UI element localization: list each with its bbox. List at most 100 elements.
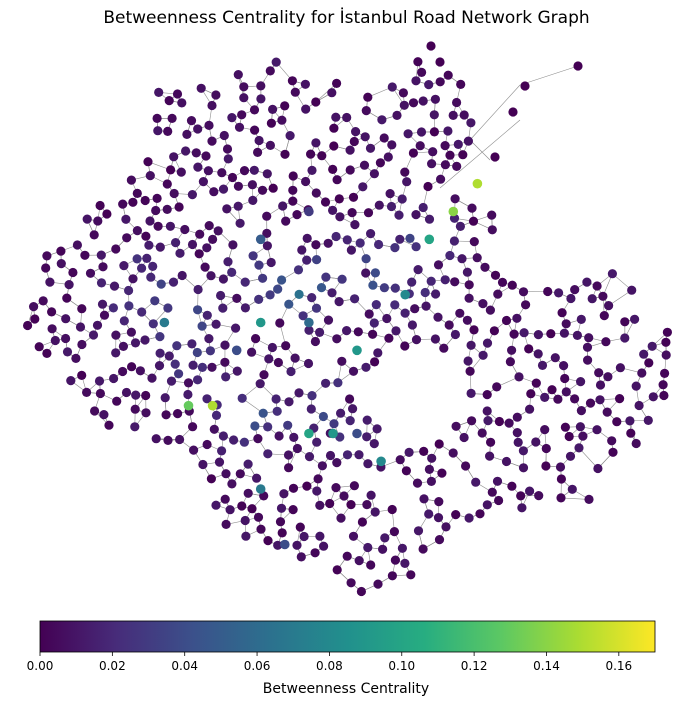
network-node xyxy=(237,501,247,511)
network-node xyxy=(424,464,434,474)
road-edge xyxy=(439,119,521,189)
network-node xyxy=(104,420,114,430)
network-node xyxy=(543,286,553,297)
network-node xyxy=(342,235,352,245)
network-node xyxy=(227,113,237,123)
network-node xyxy=(428,147,438,157)
network-node xyxy=(337,356,347,366)
network-node xyxy=(193,124,203,134)
network-node xyxy=(576,406,587,416)
network-node xyxy=(345,145,355,155)
network-node xyxy=(163,126,173,136)
network-node xyxy=(315,500,325,510)
network-node xyxy=(354,450,364,460)
network-node xyxy=(424,80,434,90)
network-node xyxy=(497,277,508,287)
network-node xyxy=(608,447,618,457)
network-node xyxy=(318,411,328,422)
network-node xyxy=(143,157,153,167)
network-node xyxy=(570,285,580,295)
network-node xyxy=(358,182,368,192)
network-node xyxy=(504,418,514,428)
network-node xyxy=(150,296,160,306)
network-node xyxy=(225,505,235,515)
network-node xyxy=(634,400,644,411)
network-node xyxy=(292,210,302,220)
network-node xyxy=(135,366,145,376)
network-node xyxy=(126,327,136,337)
network-node xyxy=(599,311,609,321)
network-node xyxy=(413,526,424,536)
network-node xyxy=(451,421,461,431)
network-node xyxy=(485,451,495,461)
network-node xyxy=(169,188,179,199)
network-node xyxy=(267,342,277,353)
network-node xyxy=(227,172,238,183)
network-node xyxy=(174,202,184,212)
colorbar-tick-label: 0.08 xyxy=(316,659,343,673)
network-node xyxy=(411,210,421,220)
network-node xyxy=(121,214,131,224)
colorbar-tick-label: 0.00 xyxy=(27,659,54,673)
network-node xyxy=(96,278,107,288)
network-node xyxy=(501,456,512,467)
network-node xyxy=(239,93,249,103)
network-node xyxy=(47,324,57,334)
network-node xyxy=(170,359,180,369)
network-node xyxy=(482,500,492,510)
network-node xyxy=(531,378,541,388)
network-node xyxy=(486,437,496,447)
network-node xyxy=(475,509,485,519)
network-node xyxy=(98,262,108,272)
network-node xyxy=(379,283,389,293)
network-node xyxy=(592,281,602,291)
network-node xyxy=(294,289,304,299)
network-node xyxy=(193,305,203,315)
network-node xyxy=(287,76,297,86)
network-node xyxy=(439,343,449,353)
network-node xyxy=(353,327,363,337)
network-node xyxy=(235,469,245,479)
network-node xyxy=(97,299,108,309)
network-node xyxy=(331,231,341,242)
network-node xyxy=(648,392,658,402)
network-node xyxy=(434,439,444,449)
network-node xyxy=(156,279,166,289)
network-node xyxy=(153,126,163,136)
network-node xyxy=(320,197,331,207)
network-node xyxy=(342,112,352,123)
network-node xyxy=(218,431,228,441)
network-node xyxy=(553,394,563,404)
network-node xyxy=(311,303,322,313)
network-node xyxy=(359,160,370,170)
network-node xyxy=(144,240,154,250)
network-node xyxy=(141,408,151,418)
network-node xyxy=(379,133,389,143)
network-node xyxy=(317,151,327,161)
network-node xyxy=(659,390,669,401)
network-node xyxy=(612,417,622,427)
network-node xyxy=(82,387,92,397)
network-node xyxy=(311,188,321,198)
network-node xyxy=(512,313,522,323)
network-node xyxy=(160,393,170,403)
high-centrality-node xyxy=(207,400,218,411)
network-node xyxy=(400,167,410,177)
network-node xyxy=(284,463,294,473)
colorbar: 0.00 0.02 0.04 0.06 0.08 0.10 0.12 0.14 0.16 Bet… xyxy=(27,620,656,697)
network-node xyxy=(346,500,356,510)
network-node xyxy=(462,315,472,325)
network-node xyxy=(328,205,338,215)
network-node xyxy=(56,246,66,256)
network-node xyxy=(357,517,367,527)
network-node xyxy=(335,212,345,222)
network-node xyxy=(525,486,535,496)
network-node xyxy=(480,262,490,272)
network-node xyxy=(273,540,283,550)
network-node xyxy=(216,290,226,301)
high-centrality-node xyxy=(304,206,314,217)
network-node xyxy=(218,274,228,284)
network-node xyxy=(487,210,497,220)
network-node xyxy=(593,463,603,474)
network-node xyxy=(283,450,294,460)
